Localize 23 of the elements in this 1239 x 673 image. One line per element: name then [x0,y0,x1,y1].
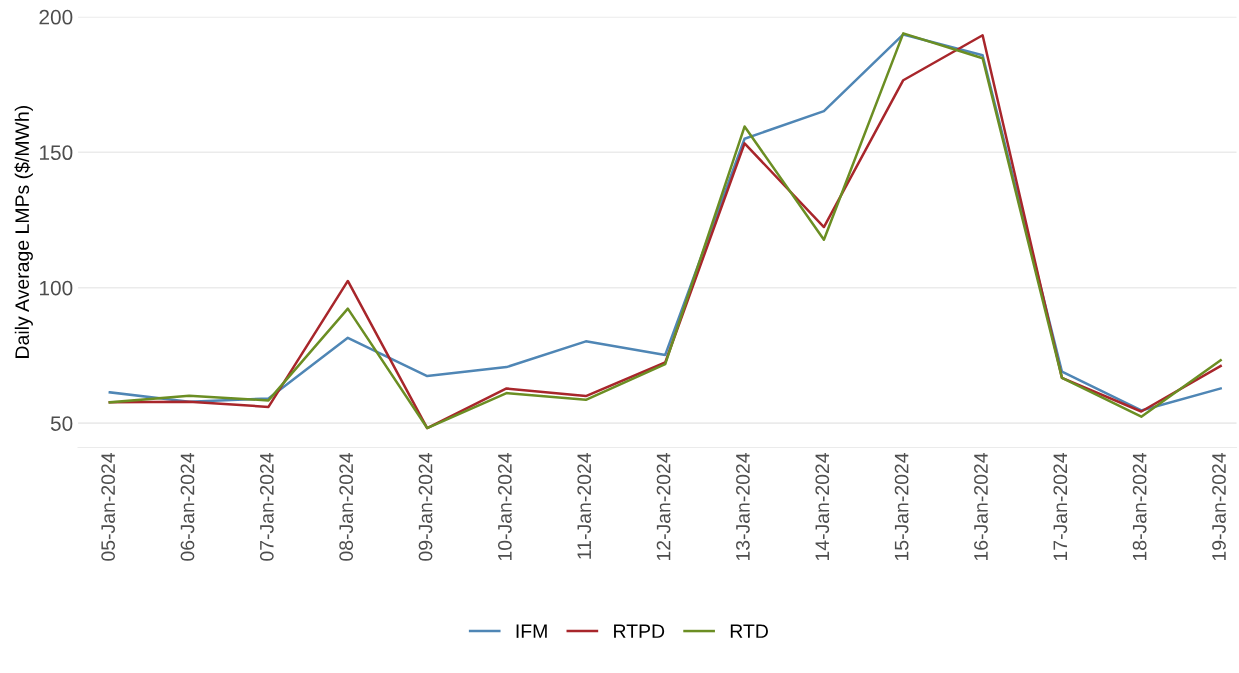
x-tick-label: 10-Jan-2024 [497,452,512,561]
x-tick-label: 06-Jan-2024 [180,452,195,561]
x-tick-label: 09-Jan-2024 [418,452,433,561]
y-axis-title: Daily Average LMPs ($/MWh) [14,106,33,358]
y-tick-label: 150 [40,145,73,161]
y-tick-label: 50 [50,416,73,431]
x-tick-label: 14-Jan-2024 [815,452,830,561]
x-tick-label: 15-Jan-2024 [894,452,909,561]
legend-label: RTD [730,624,768,638]
x-tick-label: 07-Jan-2024 [259,452,274,561]
x-tick-label: 17-Jan-2024 [1053,452,1068,561]
legend-label: RTPD [614,624,665,638]
x-tick-label: 18-Jan-2024 [1132,452,1147,561]
x-tick-label: 11-Jan-2024 [577,452,592,559]
y-tick-label: 100 [40,280,73,296]
x-tick-label: 13-Jan-2024 [736,452,750,561]
y-tick-label: 200 [39,9,73,25]
legend-label: IFM [516,624,547,638]
x-tick-label: 12-Jan-2024 [656,452,671,561]
x-tick-label: 19-Jan-2024 [1212,452,1226,561]
x-tick-label: 16-Jan-2024 [974,452,988,561]
x-tick-label: 05-Jan-2024 [101,452,116,561]
x-tick-label: 08-Jan-2024 [339,452,354,561]
